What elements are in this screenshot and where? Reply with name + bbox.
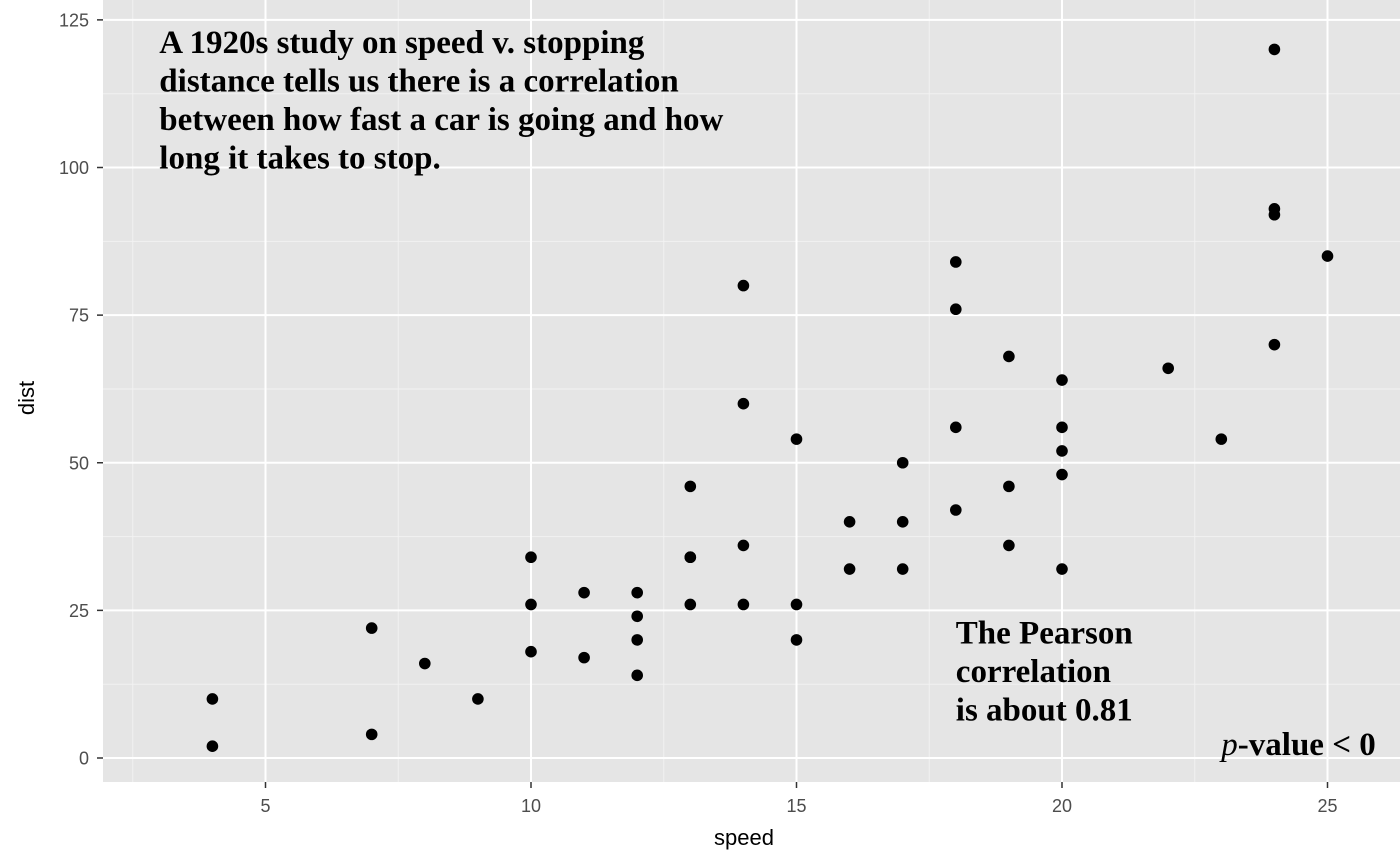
data-point (950, 303, 962, 316)
data-point (631, 669, 643, 682)
p-value-text: -value < 0 (1238, 727, 1376, 763)
data-point (684, 551, 697, 564)
data-point (472, 693, 484, 705)
data-point (365, 728, 378, 741)
data-point (1056, 468, 1068, 481)
data-point (631, 634, 643, 646)
data-point (525, 551, 537, 564)
y-axis: 0 25 50 75 100 125 (59, 10, 103, 769)
data-point (1003, 480, 1015, 493)
data-point (525, 598, 537, 611)
annotation-line: correlation (956, 654, 1111, 690)
data-point (1321, 250, 1334, 262)
annotation-line: between how fast a car is going and how (159, 102, 723, 138)
p-value-annotation: p-value < 0 (1219, 727, 1375, 763)
major-gridlines (103, 0, 1400, 782)
data-point (1268, 43, 1281, 56)
annotation-text-2: The Pearson correlation is about 0.81 (956, 615, 1133, 728)
data-point (737, 279, 750, 292)
x-tick-label: 5 (260, 796, 270, 816)
x-axis: 5 10 15 20 25 (260, 782, 1338, 816)
data-point (206, 693, 219, 705)
p-italic: p (1219, 727, 1238, 763)
data-point (790, 433, 803, 445)
data-point (525, 645, 537, 658)
x-tick-label: 20 (1052, 796, 1072, 816)
annotation-line: distance tells us there is a correlation (159, 63, 678, 99)
data-point (578, 651, 590, 664)
x-axis-title: speed (714, 825, 774, 850)
y-tick-label: 50 (69, 453, 89, 473)
data-point (843, 516, 856, 528)
data-point (737, 397, 750, 410)
data-point (843, 563, 856, 575)
annotation-line: is about 0.81 (956, 692, 1133, 728)
minor-gridlines (103, 0, 1400, 782)
data-point (737, 539, 750, 552)
data-point (1003, 350, 1015, 363)
data-point (1056, 445, 1068, 457)
data-point (950, 421, 962, 434)
data-point (896, 563, 909, 575)
data-point (365, 622, 378, 634)
y-tick-label: 100 (59, 158, 89, 178)
data-point (684, 480, 697, 493)
x-tick-label: 25 (1317, 796, 1337, 816)
data-point (896, 456, 909, 469)
y-tick-label: 125 (59, 10, 89, 30)
y-tick-label: 0 (79, 749, 89, 769)
plot-panel (103, 0, 1400, 782)
data-point (737, 598, 750, 611)
annotation-line: The Pearson (956, 615, 1133, 651)
y-tick-label: 25 (69, 601, 89, 621)
data-point (950, 256, 962, 268)
data-point (631, 610, 643, 623)
y-tick-label: 75 (69, 306, 89, 326)
data-point (1056, 421, 1068, 434)
data-point (419, 657, 431, 670)
data-point (1215, 433, 1228, 445)
data-point (631, 586, 643, 599)
data-point (950, 504, 962, 516)
data-point (684, 598, 697, 611)
data-point (1056, 374, 1068, 386)
data-point (1162, 362, 1174, 375)
annotation-text-1: A 1920s study on speed v. stopping distan… (159, 25, 723, 177)
x-tick-label: 15 (786, 796, 806, 816)
annotation-line: long it takes to stop. (159, 140, 440, 176)
annotations: A 1920s study on speed v. stopping distan… (159, 25, 1375, 763)
data-point (790, 634, 803, 646)
annotation-line: A 1920s study on speed v. stopping (159, 25, 645, 61)
y-axis-title: dist (14, 381, 39, 415)
data-point (1268, 338, 1281, 351)
data-point (1056, 563, 1068, 575)
data-points (206, 43, 1334, 752)
data-point (578, 586, 590, 599)
data-point (1268, 203, 1281, 215)
x-tick-label: 10 (521, 796, 541, 816)
data-point (206, 740, 219, 752)
data-point (1003, 539, 1015, 552)
data-point (790, 598, 803, 611)
data-point (896, 516, 909, 528)
